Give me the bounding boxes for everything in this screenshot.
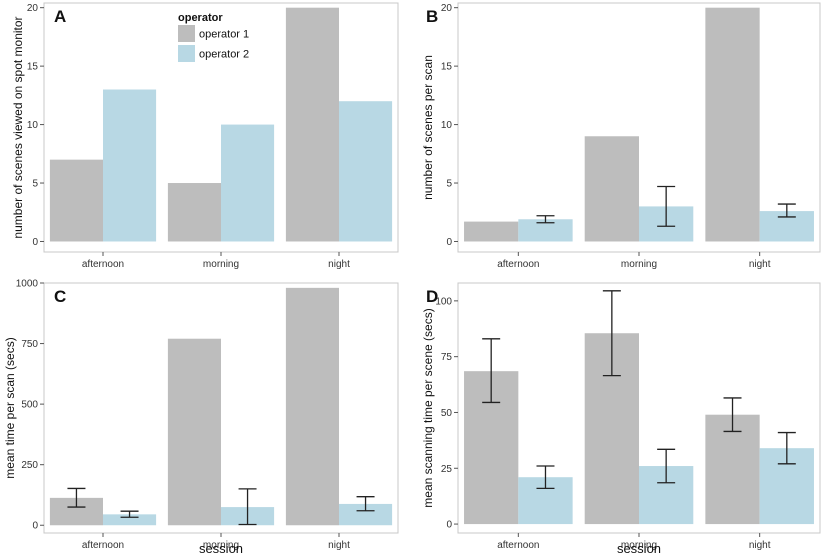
- x-tick-label-afternoon: afternoon: [497, 259, 539, 270]
- legend-label-operator-1: operator 1: [199, 29, 249, 41]
- y-tick-label: 0: [32, 521, 38, 532]
- error-bar-morning-operator-2: [238, 488, 257, 526]
- y-tick-label: 750: [21, 339, 38, 350]
- x-axis-label: session: [617, 541, 661, 556]
- bar-morning-operator-1: [167, 183, 221, 242]
- y-tick-label: 25: [441, 464, 453, 475]
- y-tick-label: 100: [435, 296, 452, 307]
- legend-label-operator-2: operator 2: [199, 49, 249, 61]
- y-tick-label: 15: [27, 62, 39, 73]
- y-tick-label: 10: [441, 120, 453, 131]
- y-tick-label: 75: [441, 352, 453, 363]
- legend: operator operator 1 operator 2: [178, 12, 249, 62]
- y-tick-label: 0: [446, 520, 452, 531]
- error-bar-afternoon-operator-1: [67, 487, 86, 508]
- x-tick-label-afternoon: afternoon: [82, 259, 124, 270]
- x-tick-label-morning: morning: [203, 259, 239, 270]
- y-tick-label: 5: [446, 179, 452, 190]
- panel-tag: C: [54, 287, 66, 306]
- bar-morning-operator-1: [167, 338, 221, 526]
- bar-night-operator-2: [339, 503, 393, 526]
- bar-night-operator-1: [705, 7, 760, 242]
- bar-afternoon-operator-2: [103, 89, 157, 242]
- error-bar-morning-operator-2: [657, 448, 676, 484]
- y-axis-label: number of scenes per scan: [421, 55, 435, 200]
- x-tick-label-morning: morning: [621, 540, 657, 551]
- panel-tag: D: [426, 287, 438, 306]
- x-tick-label-night: night: [749, 540, 771, 551]
- bar-afternoon-operator-2: [518, 219, 573, 242]
- x-tick-label-morning: morning: [621, 259, 657, 270]
- y-axis-label: mean time per scan (secs): [3, 337, 17, 478]
- error-bar-afternoon-operator-2: [536, 465, 555, 490]
- y-tick-label: 50: [441, 408, 453, 419]
- error-bar-afternoon-operator-2: [536, 215, 555, 224]
- error-bar-night-operator-1: [723, 397, 742, 433]
- error-bar-morning-operator-2: [657, 185, 676, 227]
- y-tick-label: 0: [32, 237, 38, 248]
- error-bar-night-operator-2: [777, 431, 796, 465]
- y-tick-label: 20: [27, 3, 39, 14]
- panel-tag: B: [426, 7, 438, 26]
- bar-afternoon-operator-1: [464, 221, 519, 242]
- bar-night-operator-1: [705, 414, 760, 525]
- bar-night-operator-2: [339, 101, 393, 242]
- error-bar-morning-operator-1: [602, 290, 621, 377]
- legend-swatch-operator-2: [178, 45, 195, 62]
- panel-B: 0 5 10 15 20 number of scenes per scan afterno…: [421, 2, 821, 270]
- y-tick-label: 15: [441, 62, 453, 73]
- legend-title: operator: [178, 12, 223, 24]
- bar-morning-operator-1: [584, 136, 639, 242]
- x-tick-label-afternoon: afternoon: [497, 540, 539, 551]
- x-tick-label-night: night: [328, 540, 350, 551]
- y-tick-label: 500: [21, 400, 38, 411]
- legend-swatch-operator-1: [178, 25, 195, 42]
- bar-night-operator-1: [285, 7, 339, 242]
- error-bar-afternoon-operator-1: [482, 338, 501, 404]
- x-tick-label-night: night: [328, 259, 350, 270]
- y-tick-label: 5: [32, 179, 38, 190]
- panel-tag: A: [54, 7, 66, 26]
- bar-afternoon-operator-1: [49, 159, 103, 242]
- y-tick-label: 1000: [16, 279, 39, 290]
- y-axis-label: number of scenes viewed on spot monitor: [11, 16, 25, 238]
- panel-C: 0 250 500 750 1000 mean time per scan (secs) a…: [3, 279, 399, 556]
- error-bar-afternoon-operator-2: [120, 510, 139, 518]
- x-axis-label: session: [199, 541, 243, 556]
- bar-morning-operator-2: [221, 124, 275, 242]
- y-axis-label: mean scanning time per scene (secs): [421, 308, 435, 507]
- y-tick-label: 10: [27, 120, 39, 131]
- x-tick-label-afternoon: afternoon: [82, 540, 124, 551]
- error-bar-night-operator-2: [356, 496, 375, 512]
- x-tick-label-morning: morning: [203, 540, 239, 551]
- bar-afternoon-operator-2: [103, 514, 157, 526]
- y-tick-label: 250: [21, 460, 38, 471]
- y-tick-label: 0: [446, 237, 452, 248]
- x-tick-label-night: night: [749, 259, 771, 270]
- y-tick-label: 20: [441, 3, 453, 14]
- error-bar-night-operator-2: [777, 203, 796, 218]
- bar-night-operator-1: [285, 287, 339, 526]
